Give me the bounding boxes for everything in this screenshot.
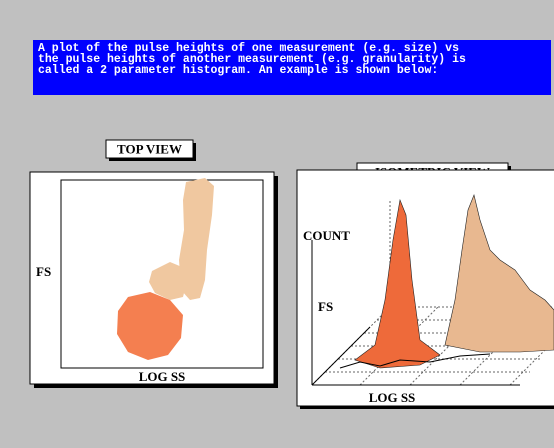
header-line: the pulse heights of another measurement… [38,53,466,66]
header-box [33,40,551,95]
axis [311,326,371,386]
peak [354,198,441,369]
panel-title: TOP VIEW [117,142,182,157]
title-box [105,139,194,159]
header-line: A plot of the pulse heights of one measu… [38,42,459,55]
header-line: called a 2 parameter histogram. An examp… [38,64,438,77]
axis-label: FS [36,264,51,279]
population [149,262,186,300]
plot-frame [60,179,264,369]
population [117,292,183,360]
peak [444,194,554,353]
axis-label: LOG SS [139,369,186,384]
population [179,178,214,300]
axis-label: LOG SS [369,390,416,405]
axis-label: FS [318,299,333,314]
baseline [339,353,491,369]
axis-label: COUNT [303,228,350,243]
